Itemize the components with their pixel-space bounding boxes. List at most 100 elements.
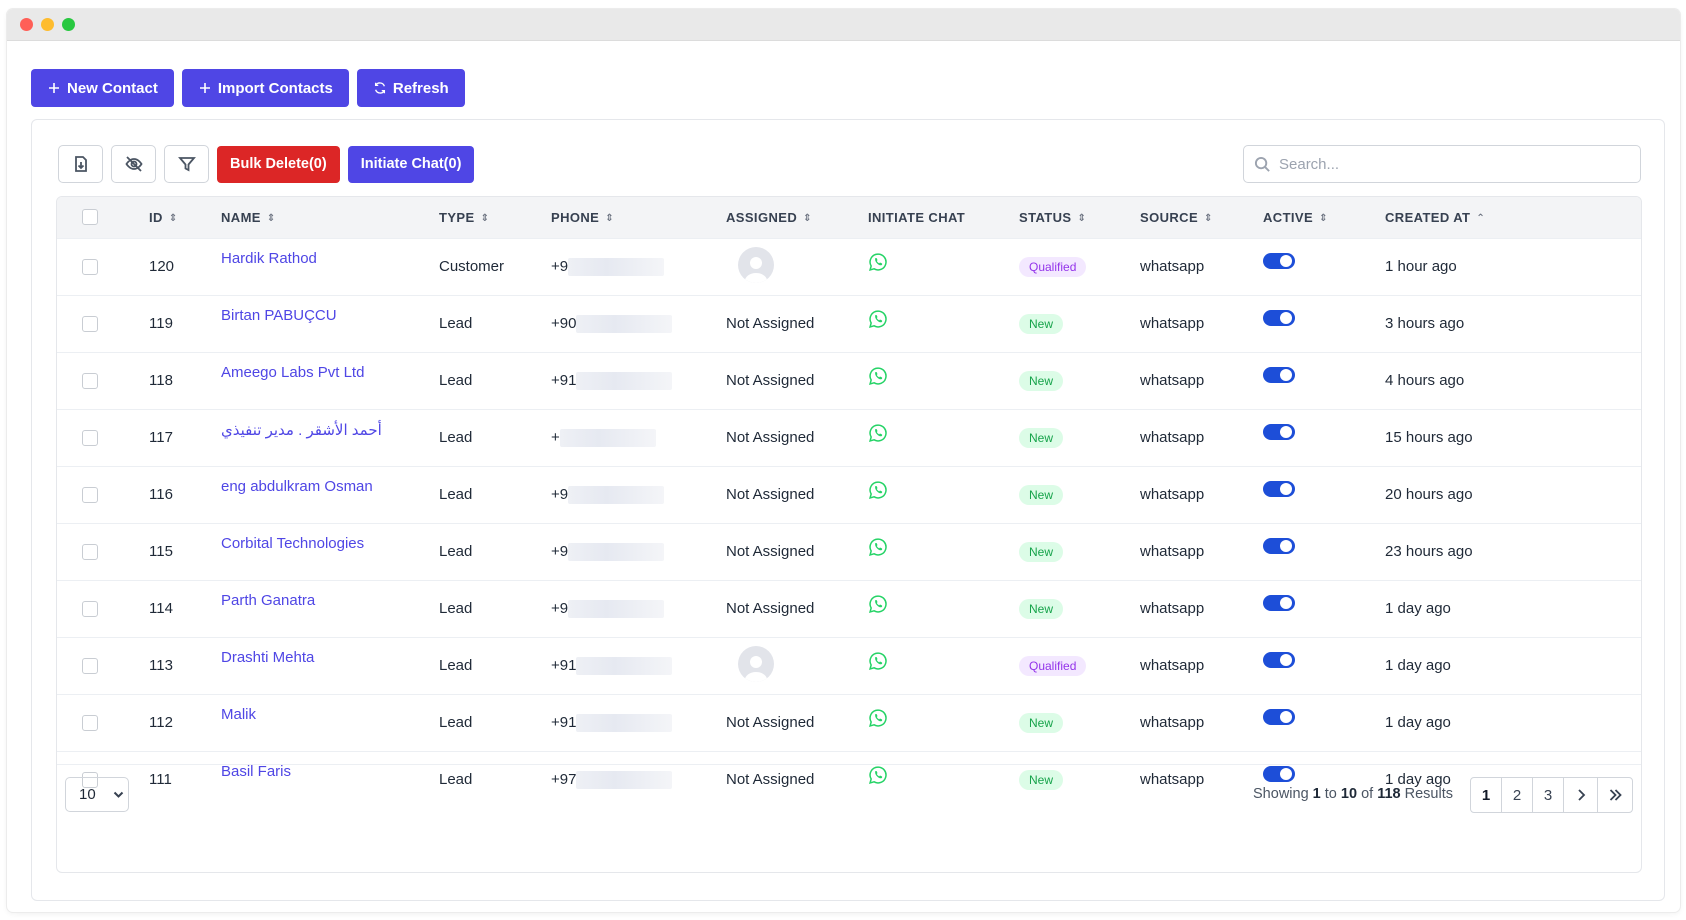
active-toggle[interactable] (1263, 594, 1295, 611)
minimize-window-icon[interactable] (41, 18, 54, 31)
initiate-chat-cell[interactable] (868, 352, 1019, 409)
initiate-chat-cell[interactable] (868, 580, 1019, 637)
new-contact-button[interactable]: New Contact (31, 69, 174, 107)
row-checkbox[interactable] (82, 771, 98, 788)
initiate-chat-button[interactable]: Initiate Chat(0) (347, 145, 475, 183)
row-checkbox[interactable] (82, 657, 98, 674)
sort-icon: ⇕ (1204, 212, 1213, 224)
initiate-chat-cell[interactable] (868, 409, 1019, 466)
table-row: 117 أحمد الأشقر . مدير تنفيذي Lead + Not… (57, 409, 1641, 466)
row-checkbox[interactable] (82, 315, 98, 332)
initiate-chat-cell[interactable] (868, 637, 1019, 694)
phone-redacted (568, 257, 665, 276)
table-toolbar: Bulk Delete(0) Initiate Chat(0) (58, 145, 475, 183)
cell-id: 117 (149, 429, 173, 446)
active-toggle[interactable] (1263, 765, 1295, 782)
row-checkbox[interactable] (82, 486, 98, 503)
sort-icon: ⇕ (480, 212, 490, 224)
page-3-button[interactable]: 3 (1533, 778, 1564, 812)
page-1-button[interactable]: 1 (1471, 778, 1502, 812)
active-toggle[interactable] (1263, 537, 1295, 554)
close-window-icon[interactable] (20, 18, 33, 31)
page-2-button[interactable]: 2 (1502, 778, 1533, 812)
cell-id: 116 (149, 486, 173, 503)
phone-redacted (568, 599, 665, 618)
row-checkbox[interactable] (82, 543, 98, 560)
column-header-status[interactable]: STATUS ⇕ (1019, 209, 1087, 225)
active-toggle[interactable] (1263, 423, 1295, 440)
column-header-initiate-chat: INITIATE CHAT (868, 209, 966, 225)
row-checkbox[interactable] (82, 372, 98, 389)
phone-prefix: +91 (551, 372, 577, 389)
cell-id: 111 (149, 771, 172, 789)
contact-name-link[interactable]: Corbital Technologies (221, 535, 365, 552)
column-header-name[interactable]: NAME ⇕ (221, 209, 276, 225)
phone-redacted (568, 542, 665, 561)
cell-assigned: Not Assigned (726, 771, 815, 789)
sort-icon: ⇕ (266, 212, 276, 224)
refresh-button[interactable]: Refresh (356, 69, 465, 107)
contact-name-link[interactable]: Drashti Mehta (221, 649, 315, 666)
initiate-chat-cell[interactable] (868, 238, 1019, 295)
initiate-chat-cell[interactable] (868, 523, 1019, 580)
row-checkbox[interactable] (82, 600, 98, 617)
active-toggle[interactable] (1263, 708, 1295, 725)
contact-name-link[interactable]: Birtan PABUÇCU (221, 307, 337, 324)
initiate-chat-cell[interactable] (868, 295, 1019, 352)
active-toggle[interactable] (1263, 366, 1295, 383)
status-badge: New (1019, 769, 1064, 790)
export-button[interactable] (58, 145, 103, 183)
active-toggle[interactable] (1263, 252, 1295, 269)
page-size-select[interactable]: 10 (65, 777, 129, 812)
column-header-source[interactable]: SOURCE ⇕ (1140, 209, 1213, 225)
contact-name-link[interactable]: Basil Faris (221, 763, 292, 781)
search-input[interactable] (1279, 155, 1619, 173)
contact-name-link[interactable]: eng abdulkram Osman (221, 478, 373, 495)
column-header-type[interactable]: TYPE ⇕ (439, 209, 490, 225)
initiate-chat-cell[interactable] (868, 751, 1019, 808)
column-header-phone[interactable]: PHONE ⇕ (551, 209, 615, 225)
next-page-button[interactable] (1564, 778, 1598, 812)
contact-name-link[interactable]: Ameego Labs Pvt Ltd (221, 364, 365, 381)
window-titlebar (7, 9, 1680, 41)
select-all-checkbox[interactable] (82, 209, 98, 226)
cell-id: 119 (149, 315, 173, 332)
row-checkbox[interactable] (82, 714, 98, 731)
column-header-created-at[interactable]: CREATED AT ⌃ (1385, 209, 1486, 225)
column-header-id[interactable]: ID ⇕ (149, 209, 178, 225)
phone-redacted (576, 371, 673, 390)
app-window: New Contact Import Contacts Refresh Bulk… (7, 9, 1680, 912)
search-icon (1254, 156, 1270, 172)
cell-source: whatsapp (1140, 258, 1205, 275)
bulk-delete-button[interactable]: Bulk Delete(0) (217, 145, 340, 183)
maximize-window-icon[interactable] (62, 18, 75, 31)
cell-id: 113 (149, 657, 173, 674)
column-header-assigned[interactable]: ASSIGNED ⇕ (726, 209, 812, 225)
plus-icon (199, 83, 210, 93)
contact-name-link[interactable]: أحمد الأشقر . مدير تنفيذي (221, 421, 382, 439)
cell-type: Lead (439, 486, 473, 503)
toggle-columns-button[interactable] (111, 145, 156, 183)
refresh-icon (374, 82, 385, 94)
filter-button[interactable] (164, 145, 209, 183)
contact-name-link[interactable]: Hardik Rathod (221, 250, 317, 267)
row-checkbox[interactable] (82, 429, 98, 446)
whatsapp-icon (869, 651, 887, 670)
last-page-button[interactable] (1598, 778, 1632, 812)
contact-name-link[interactable]: Malik (221, 706, 257, 723)
column-header-active[interactable]: ACTIVE ⇕ (1263, 209, 1328, 225)
active-toggle[interactable] (1263, 651, 1295, 668)
avatar[interactable] (738, 645, 774, 682)
initiate-chat-cell[interactable] (868, 694, 1019, 751)
contact-name-link[interactable]: Parth Ganatra (221, 592, 316, 609)
row-checkbox[interactable] (82, 258, 98, 275)
active-toggle[interactable] (1263, 480, 1295, 497)
phone-prefix: +9 (551, 258, 569, 275)
cell-phone: +91 (551, 656, 726, 675)
initiate-chat-cell[interactable] (868, 466, 1019, 523)
phone-redacted (576, 656, 673, 675)
avatar[interactable] (738, 246, 774, 283)
active-toggle[interactable] (1263, 309, 1295, 326)
import-contacts-button[interactable]: Import Contacts (181, 69, 349, 107)
phone-prefix: +9 (551, 543, 569, 560)
